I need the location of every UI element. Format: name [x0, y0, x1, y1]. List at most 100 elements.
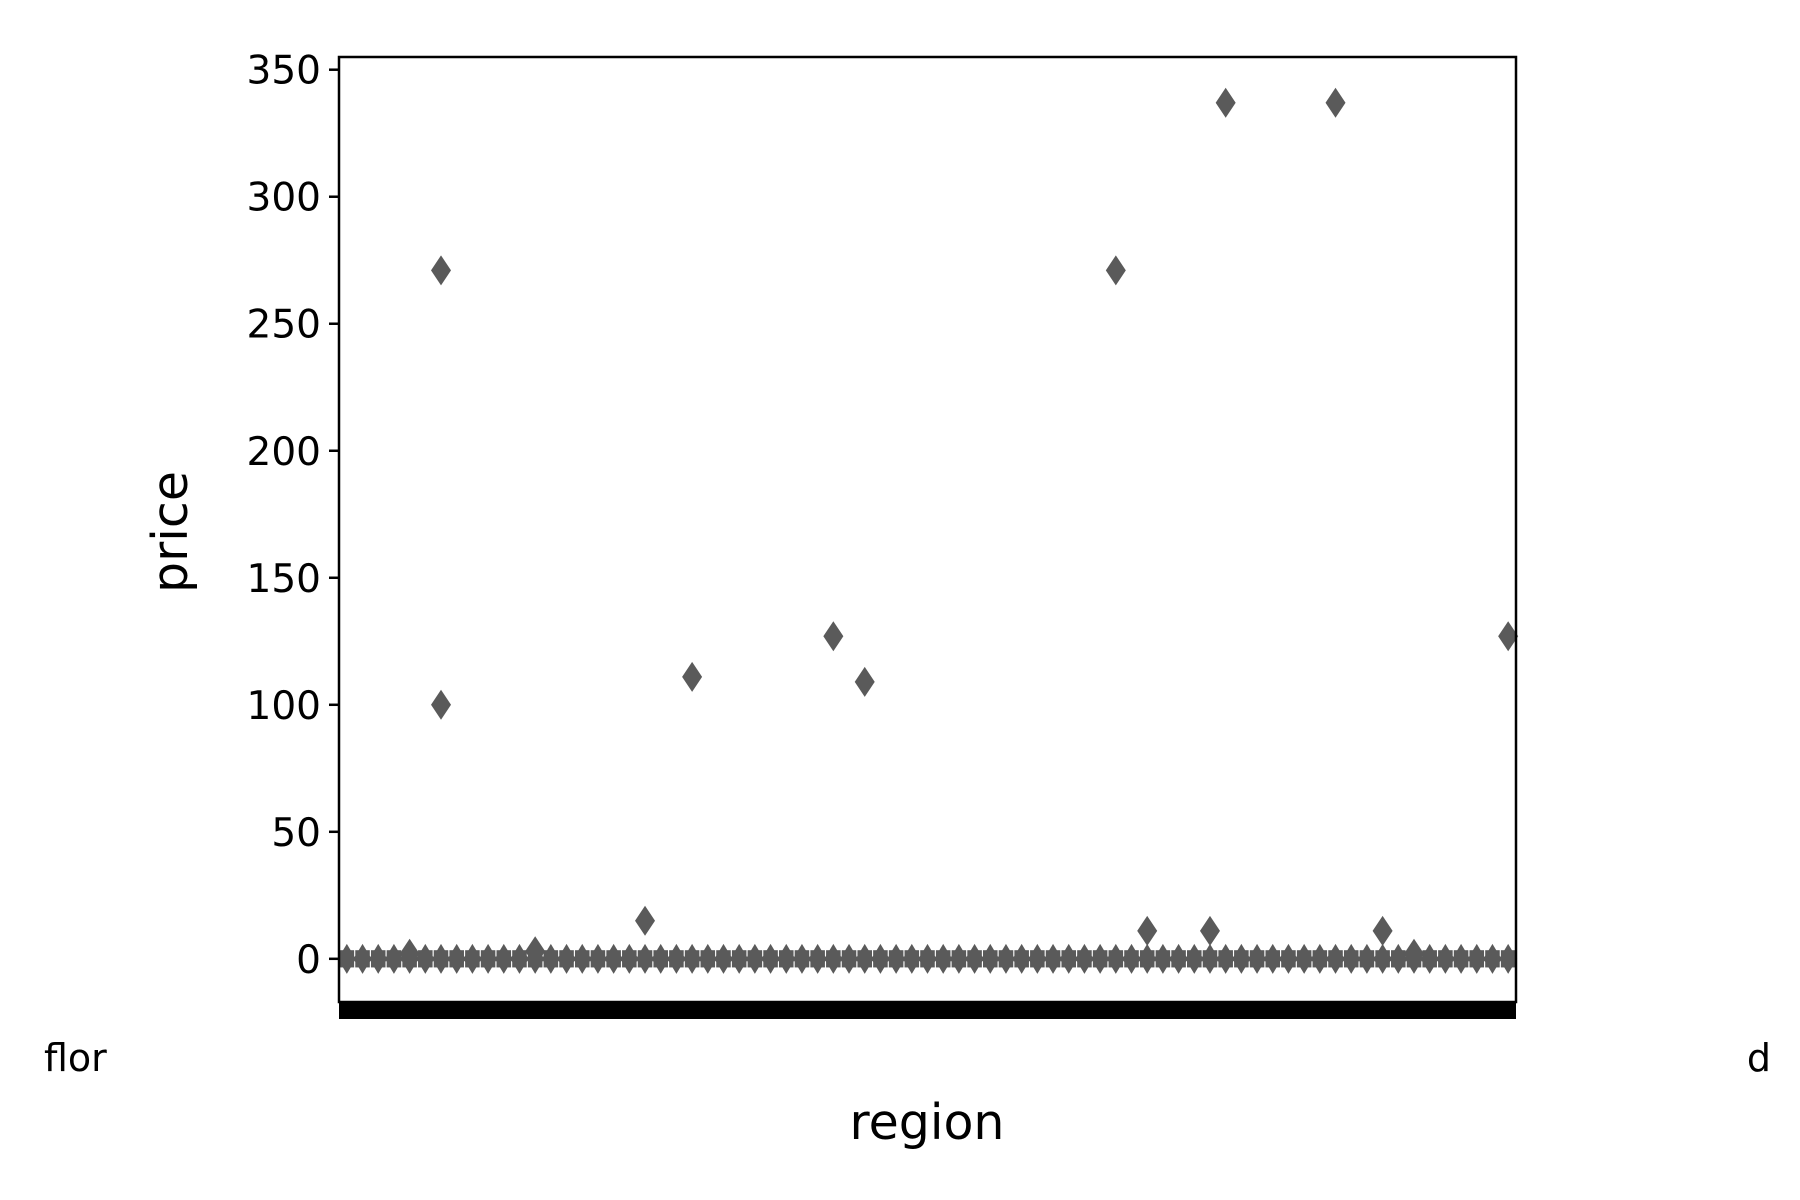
- y-tick-label: 350: [247, 49, 321, 94]
- outlier-point: [635, 905, 656, 936]
- y-tick-label: 250: [247, 303, 321, 348]
- baseline-flier-point: [416, 943, 435, 974]
- baseline-flier-point: [1326, 943, 1345, 974]
- baseline-flier-point: [902, 943, 921, 974]
- baseline-flier-point: [1357, 943, 1376, 974]
- baseline-flier-point: [1467, 943, 1486, 974]
- y-tick-label: 0: [296, 938, 321, 983]
- baseline-flier-point: [604, 943, 623, 974]
- baseline-flier-point: [1342, 943, 1361, 974]
- baseline-flier-point: [855, 943, 874, 974]
- baseline-flier-point: [1499, 943, 1518, 974]
- outlier-point: [399, 938, 420, 969]
- baseline-flier-point: [808, 943, 827, 974]
- baseline-flier-point: [1075, 943, 1094, 974]
- plot-frame: [337, 55, 1518, 1004]
- baseline-flier-point: [981, 943, 1000, 974]
- x-axis: flor d: [44, 1003, 1771, 1080]
- baseline-flier-point: [714, 943, 733, 974]
- baseline-flier-point: [840, 943, 859, 974]
- baseline-flier-point: [1106, 943, 1125, 974]
- baseline-flier-point: [918, 943, 937, 974]
- baseline-flier-point: [620, 943, 639, 974]
- baseline-flier-point: [1389, 943, 1408, 974]
- outlier-point: [1372, 915, 1393, 946]
- baseline-flier-point: [1091, 943, 1110, 974]
- baseline-flier-point: [447, 943, 466, 974]
- y-tick-label: 300: [247, 176, 321, 221]
- baseline-flier-point: [871, 943, 890, 974]
- x-tick-label-last: d: [1747, 1036, 1771, 1080]
- y-tick-label: 50: [271, 811, 321, 856]
- outlier-point: [854, 666, 875, 697]
- baseline-flier-point: [557, 943, 576, 974]
- outlier-point: [431, 255, 452, 286]
- baseline-flier-point: [1012, 943, 1031, 974]
- baseline-flier-point: [1248, 943, 1267, 974]
- baseline-flier-point: [1483, 943, 1502, 974]
- baseline-flier-point: [1059, 943, 1078, 974]
- baseline-flier-point: [1263, 943, 1282, 974]
- y-tick-label: 150: [247, 557, 321, 602]
- outlier-point: [1105, 255, 1126, 286]
- y-tick-label: 100: [247, 684, 321, 729]
- outlier-point: [682, 661, 703, 692]
- baseline-flier-point: [479, 943, 498, 974]
- outlier-point: [1137, 915, 1158, 946]
- baseline-flier-point: [510, 943, 529, 974]
- baseline-flier-point: [1028, 943, 1047, 974]
- baseline-flier-point: [761, 943, 780, 974]
- baseline-flier-point: [730, 943, 749, 974]
- baseline-flier-point: [588, 943, 607, 974]
- baseline-flier-point: [573, 943, 592, 974]
- baseline-flier-point: [369, 943, 388, 974]
- baseline-flier-point: [1295, 943, 1314, 974]
- baseline-flier-point: [683, 943, 702, 974]
- baseline-flier-point: [667, 943, 686, 974]
- baseline-flier-point: [887, 943, 906, 974]
- baseline-flier-point: [792, 943, 811, 974]
- baseline-flier-point: [636, 943, 655, 974]
- baseline-flier-point: [1310, 943, 1329, 974]
- baseline-flier-point: [1216, 943, 1235, 974]
- baseline-flier-point: [1122, 943, 1141, 974]
- baseline-flier-point: [1232, 943, 1251, 974]
- baseline-flier-point: [1373, 943, 1392, 974]
- plot-area: [337, 87, 1519, 974]
- baseline-flier-point: [1138, 943, 1157, 974]
- outlier-point: [1215, 87, 1236, 118]
- baseline-flier-point: [777, 943, 796, 974]
- baseline-flier-point: [353, 943, 372, 974]
- y-tick-label: 200: [247, 430, 321, 475]
- outlier-point: [1498, 621, 1519, 652]
- baseline-flier-point: [1153, 943, 1172, 974]
- x-tick-label-first: flor: [44, 1036, 107, 1080]
- baseline-flier-point: [384, 943, 403, 974]
- baseline-flier-point: [432, 943, 451, 974]
- baseline-flier-point: [1169, 943, 1188, 974]
- baseline-flier-point: [337, 943, 356, 974]
- baseline-flier-point: [1436, 943, 1455, 974]
- baseline-flier-point: [1044, 943, 1063, 974]
- baseline-flier-point: [1420, 943, 1439, 974]
- outlier-point: [823, 621, 844, 652]
- baseline-flier-point: [965, 943, 984, 974]
- outlier-point: [525, 936, 546, 967]
- x-axis-title: region: [850, 1094, 1005, 1151]
- baseline-flier-point: [1200, 943, 1219, 974]
- baseline-flier-point: [651, 943, 670, 974]
- baseline-flier-point: [1185, 943, 1204, 974]
- outlier-point: [431, 689, 452, 720]
- baseline-flier-point: [463, 943, 482, 974]
- x-tick-band: [339, 1003, 1516, 1019]
- baseline-flier-point: [494, 943, 513, 974]
- baseline-flier-point: [1279, 943, 1298, 974]
- baseline-flier-point: [934, 943, 953, 974]
- y-axis-title: price: [142, 471, 199, 593]
- baseline-flier-point: [698, 943, 717, 974]
- baseline-flier-point: [996, 943, 1015, 974]
- baseline-flier-point: [1452, 943, 1471, 974]
- outlier-point: [1199, 915, 1220, 946]
